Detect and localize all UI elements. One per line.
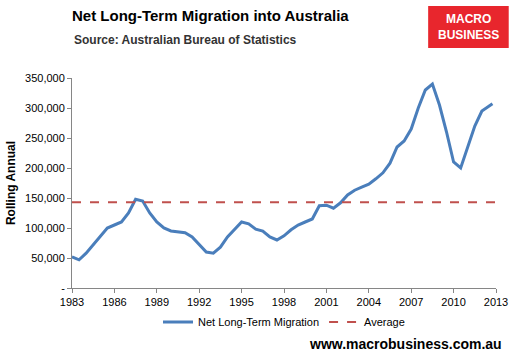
svg-text:Rolling Annual: Rolling Annual: [4, 141, 18, 225]
svg-text:-: -: [61, 282, 65, 294]
svg-text:1989: 1989: [145, 296, 169, 308]
svg-text:Net Long-Term Migration into A: Net Long-Term Migration into Australia: [72, 7, 349, 24]
svg-text:1983: 1983: [60, 296, 84, 308]
svg-text:1992: 1992: [187, 296, 211, 308]
svg-text:2007: 2007: [399, 296, 423, 308]
svg-text:100,000: 100,000: [25, 222, 65, 234]
svg-text:Source: Australian Bureau of S: Source: Australian Bureau of Statistics: [74, 33, 297, 47]
svg-text:150,000: 150,000: [25, 192, 65, 204]
svg-text:350,000: 350,000: [25, 72, 65, 84]
svg-text:2001: 2001: [314, 296, 338, 308]
svg-text:2004: 2004: [357, 296, 381, 308]
svg-text:2010: 2010: [441, 296, 465, 308]
svg-text:250,000: 250,000: [25, 132, 65, 144]
svg-text:Average: Average: [364, 316, 405, 328]
svg-text:300,000: 300,000: [25, 102, 65, 114]
svg-text:1995: 1995: [229, 296, 253, 308]
svg-text:200,000: 200,000: [25, 162, 65, 174]
svg-text:www.macrobusiness.com.au: www.macrobusiness.com.au: [309, 336, 502, 352]
svg-text:Net Long-Term Migration: Net Long-Term Migration: [198, 316, 319, 328]
svg-text:1986: 1986: [102, 296, 126, 308]
svg-text:MACROBUSINESS: MACROBUSINESS: [438, 12, 499, 42]
svg-text:50,000: 50,000: [31, 252, 65, 264]
svg-text:1998: 1998: [272, 296, 296, 308]
svg-text:2013: 2013: [484, 296, 508, 308]
